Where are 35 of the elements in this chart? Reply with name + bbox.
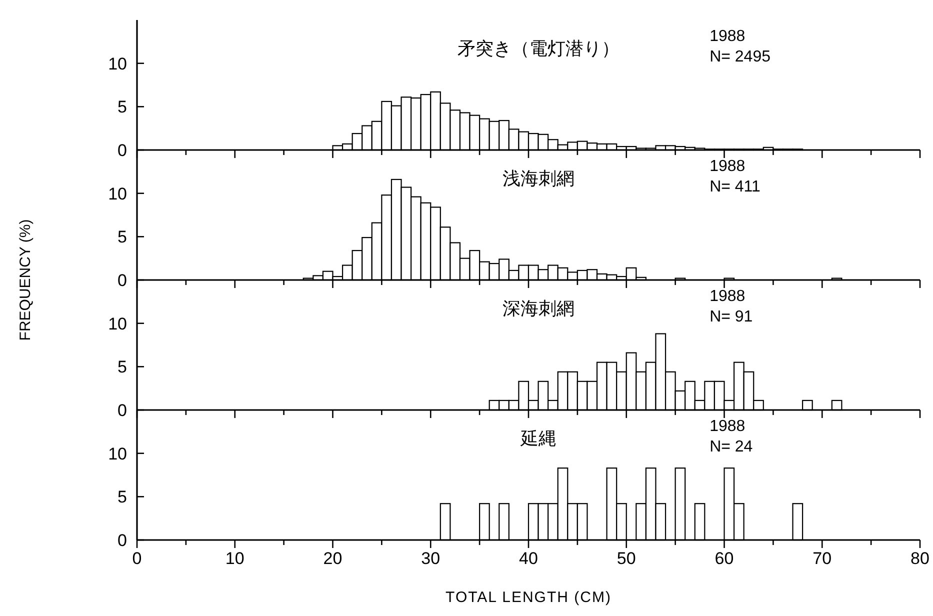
- y-tick-label: 5: [118, 228, 127, 247]
- x-tick-label: 80: [910, 549, 930, 568]
- y-tick-label: 10: [108, 444, 127, 464]
- text: 延縄: [519, 428, 556, 449]
- x-tick-label: 0: [132, 549, 142, 568]
- y-tick-label: 10: [108, 54, 127, 74]
- text: 矛突き（電灯潜り）: [457, 38, 620, 59]
- y-tick-label: 5: [118, 358, 127, 377]
- x-tick-label: 40: [519, 549, 538, 568]
- x-tick-label: 10: [225, 549, 244, 568]
- x-tick-label: 30: [421, 549, 440, 568]
- y-tick-label: 0: [118, 271, 127, 290]
- annotation: N= 24: [710, 438, 753, 456]
- annotation: N= 411: [710, 178, 761, 196]
- x-tick-label: 70: [812, 549, 832, 568]
- y-axis-title: FREQUENCY (%): [17, 219, 34, 341]
- y-tick-label: 0: [118, 531, 127, 550]
- annotation: 1988: [710, 28, 746, 45]
- x-tick-label: 50: [616, 549, 636, 568]
- text: 深海刺網: [502, 298, 574, 319]
- y-tick-label: 0: [118, 401, 127, 420]
- text: 浅海刺網: [502, 168, 574, 189]
- annotation: N= 91: [710, 308, 753, 326]
- y-tick-label: 10: [108, 314, 127, 334]
- annotation: 1988: [710, 288, 746, 305]
- y-tick-label: 0: [118, 141, 127, 160]
- y-tick-label: 5: [118, 98, 127, 117]
- x-tick-label: 60: [714, 549, 734, 568]
- annotation: 1988: [710, 418, 746, 435]
- x-tick-label: 20: [323, 549, 342, 568]
- annotation: N= 2495: [710, 48, 771, 66]
- annotation: 1988: [710, 158, 746, 175]
- y-tick-label: 10: [108, 184, 127, 204]
- x-axis-title: TOTAL LENGTH (CM): [446, 589, 612, 606]
- y-tick-label: 5: [118, 488, 127, 507]
